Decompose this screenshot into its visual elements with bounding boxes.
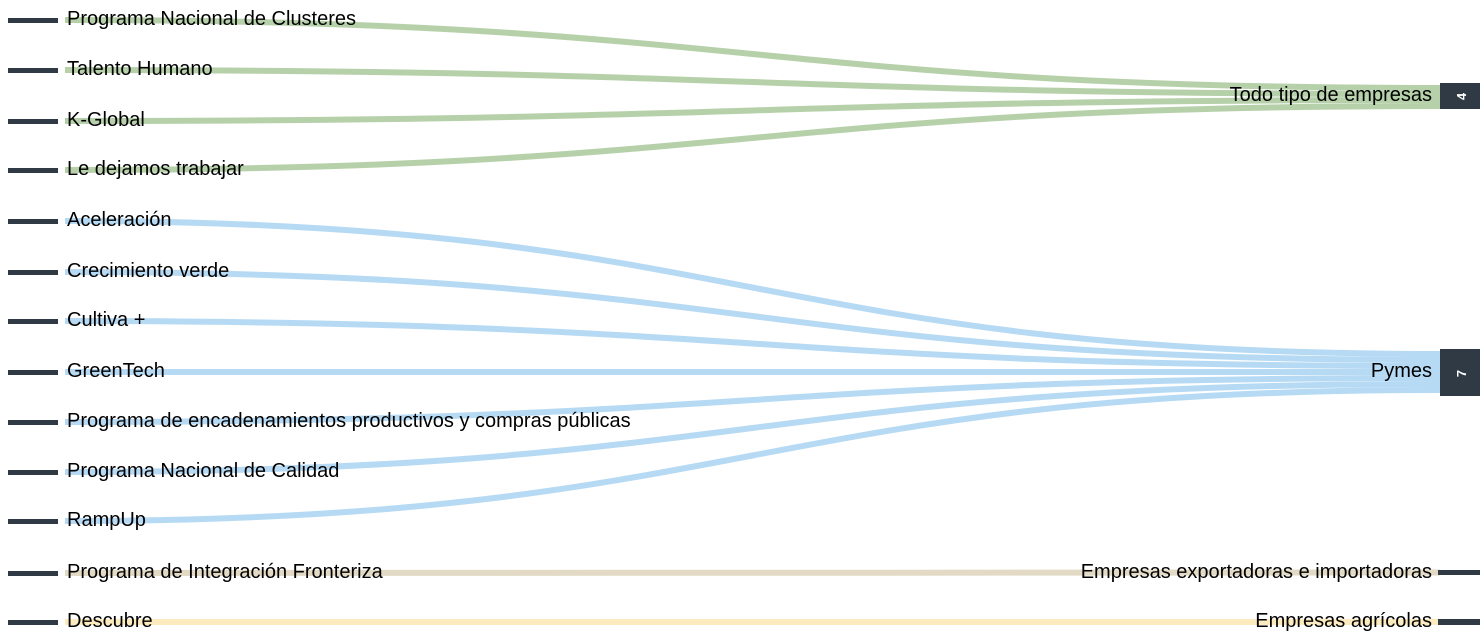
source-node[interactable] — [8, 17, 58, 23]
target-label: Pymes — [1370, 360, 1432, 382]
source-node[interactable] — [8, 118, 58, 124]
source-node[interactable] — [8, 419, 58, 425]
target-node[interactable] — [1440, 83, 1480, 109]
source-node[interactable] — [8, 619, 58, 625]
source-label: Programa Nacional de Calidad — [67, 460, 340, 482]
source-node[interactable] — [8, 469, 58, 475]
target-node[interactable] — [1438, 619, 1480, 625]
source-node[interactable] — [8, 167, 58, 173]
sankey-link — [64, 218, 1441, 357]
sankey-link — [64, 269, 1441, 363]
sankey-link — [64, 103, 1441, 173]
source-label: Descubre — [67, 610, 153, 632]
source-node[interactable] — [8, 318, 58, 324]
source-label: GreenTech — [67, 360, 165, 382]
sankey-link — [64, 318, 1441, 369]
source-label: Crecimiento verde — [67, 260, 230, 282]
target-node[interactable] — [1438, 570, 1480, 575]
sankey-link — [64, 97, 1441, 124]
source-label: Talento Humano — [67, 58, 213, 80]
source-label: RampUp — [67, 509, 146, 531]
target-count: 7 — [1454, 369, 1470, 377]
target-count: 4 — [1454, 92, 1470, 101]
target-node[interactable] — [1440, 349, 1480, 396]
source-node[interactable] — [8, 67, 58, 73]
source-label: Programa de encadenamientos productivos … — [67, 410, 631, 432]
source-label: K-Global — [67, 109, 145, 131]
sankey-link — [64, 387, 1441, 524]
source-node[interactable] — [8, 269, 58, 275]
sankey-link — [64, 569, 1441, 576]
source-node[interactable] — [8, 369, 58, 375]
sankey-link — [64, 381, 1441, 475]
source-node[interactable] — [8, 218, 58, 224]
source-label: Aceleración — [67, 209, 172, 231]
source-label: Le dejamos trabajar — [67, 158, 244, 180]
source-label: Programa Nacional de Clusteres — [67, 8, 357, 30]
target-label: Todo tipo de empresas — [1229, 84, 1432, 106]
target-label: Empresas exportadoras e importadoras — [1080, 561, 1432, 583]
target-label: Empresas agrícolas — [1255, 610, 1432, 632]
source-node[interactable] — [8, 518, 58, 524]
source-node[interactable] — [8, 570, 58, 576]
sankey-link — [64, 375, 1441, 425]
source-label: Cultiva + — [67, 309, 146, 331]
sankey-link — [64, 67, 1441, 97]
source-label: Programa de Integración Fronteriza — [67, 561, 383, 583]
sankey-link — [64, 17, 1441, 91]
